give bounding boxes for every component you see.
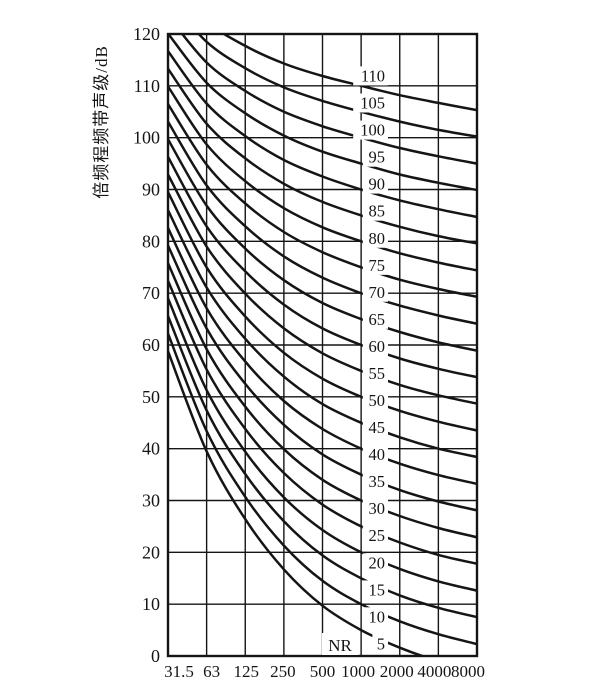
y-tick-label-60: 60 [142,335,160,355]
curve-label-mask [362,255,388,275]
curve-label-35: 35 [369,472,386,491]
curve-label-50: 50 [369,391,386,410]
curve-label-20: 20 [369,553,386,572]
nr-curve-10 [168,333,477,646]
x-tick-label-250: 250 [270,662,296,681]
nr-family-label-mask [322,633,358,655]
nr-curve-80 [168,85,477,272]
nr-curve-75 [168,103,477,299]
curve-label-30: 30 [369,499,386,518]
curve-label-75: 75 [369,256,386,275]
x-tick-label-125: 125 [234,662,260,681]
curve-label-mask [353,66,388,86]
nr-curve-30 [168,262,477,539]
nr-curve-90 [168,50,477,219]
nr-curve-5 [168,350,427,656]
curve-label-15: 15 [369,580,386,599]
curve-label-100: 100 [360,121,385,140]
x-tick-label-31.5: 31.5 [164,662,194,681]
nr-curve-55 [168,173,477,405]
curve-label-95: 95 [369,148,386,167]
nr-curve-50 [168,191,477,432]
y-tick-label-0: 0 [151,646,160,666]
curve-label-10: 10 [369,607,386,626]
curve-label-110: 110 [361,66,385,85]
nr-curve-25 [168,280,477,565]
curve-label-mask [362,336,388,356]
curve-label-mask [362,526,388,546]
nr-curve-70 [168,120,477,325]
x-tick-label-4000: 4000 [417,662,451,681]
curve-label-90: 90 [369,175,386,194]
nr-family-label: NR [328,636,352,655]
curve-label-mask [362,499,388,519]
curve-label-mask [362,201,388,221]
y-tick-label-110: 110 [134,76,160,96]
x-tick-label-63: 63 [203,662,220,681]
curve-label-105: 105 [360,93,385,112]
curve-label-85: 85 [369,202,386,221]
curve-label-mask [362,309,388,329]
y-tick-label-20: 20 [142,542,160,562]
y-axis-title: 倍频程频带声级/dB [92,45,111,199]
curves-layer [168,34,477,656]
plot-border [166,32,479,658]
y-tick-label-50: 50 [142,387,160,407]
curve-label-70: 70 [369,283,386,302]
curve-label-mask [362,228,388,248]
y-tick-label-90: 90 [142,180,160,200]
nr-curve-110 [221,34,477,112]
curve-label-45: 45 [369,418,386,437]
x-tick-label-500: 500 [310,662,336,681]
nr-curve-105 [197,34,477,138]
curve-label-mask [362,445,388,465]
y-tick-label-120: 120 [133,24,160,44]
curve-label-mask [353,120,388,140]
nr-curve-20 [168,297,477,592]
y-tick-label-30: 30 [142,491,160,511]
curve-label-55: 55 [369,364,386,383]
curve-label-5: 5 [377,634,385,653]
curve-label-60: 60 [369,337,386,356]
y-tick-label-70: 70 [142,283,160,303]
nr-curve-35 [168,244,477,512]
curve-label-mask [353,93,388,113]
y-tick-label-40: 40 [142,439,160,459]
curve-label-40: 40 [369,445,386,464]
curve-label-mask [362,174,388,194]
y-tick-label-80: 80 [142,231,160,251]
x-tick-label-2000: 2000 [380,662,414,681]
curve-label-mask [372,634,388,654]
nr-curve-95 [168,34,477,192]
curve-label-mask [362,553,388,573]
nr-curve-65 [168,138,477,352]
curve-label-mask [362,472,388,492]
curve-label-65: 65 [369,310,386,329]
nr-curve-60 [168,156,477,379]
curve-label-mask [362,147,388,167]
x-tick-label-8000: 8000 [451,662,485,681]
curve-label-mask [362,580,388,600]
curve-labels-layer: 5 10 15 20 25 30 35 40 45 50 55 60 65 70 75 80 85 90 95 100… [322,66,388,655]
curve-label-mask [362,282,388,302]
curve-label-80: 80 [369,229,386,248]
curve-label-25: 25 [369,526,386,545]
nr-curve-45 [168,209,477,459]
nr-curve-100 [180,34,477,165]
curve-label-mask [362,418,388,438]
nr-curve-85 [168,67,477,245]
nr-curve-40 [168,227,477,486]
axis-layer: 0 10 20 30 40 50 60 70 80 90 100 110 120 31.5 63 125 250… [133,24,485,681]
y-tick-label-100: 100 [133,128,160,148]
curve-label-mask [362,364,388,384]
curve-label-mask [362,607,388,627]
x-tick-label-1000: 1000 [341,662,375,681]
nr-curve-15 [168,315,477,619]
curve-label-mask [362,390,388,410]
y-tick-label-10: 10 [142,594,160,614]
